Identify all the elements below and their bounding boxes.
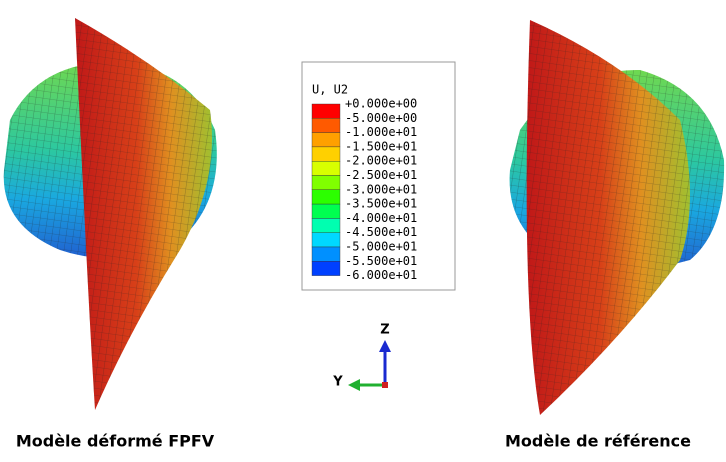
legend-label: -3.000e+01	[345, 182, 417, 196]
legend-label: -2.000e+01	[345, 154, 417, 168]
caption-right: Modèle de référence	[505, 432, 691, 451]
axis-triad: Z Y	[332, 323, 391, 391]
legend-label: -3.500e+01	[345, 197, 417, 211]
legend-band	[311, 132, 341, 148]
right-model	[509, 20, 725, 415]
axis-y-label: Y	[332, 375, 343, 390]
legend-scale: +0.000e+00-5.000e+00-1.000e+01-1.500e+01…	[311, 97, 417, 282]
legend-band	[311, 246, 341, 262]
legend-label: -1.000e+01	[345, 125, 417, 139]
legend-title: U, U2	[312, 83, 348, 97]
legend-band	[311, 146, 341, 162]
legend-label: +0.000e+00	[345, 97, 417, 111]
legend-label: -5.500e+01	[345, 254, 417, 268]
legend-band	[311, 218, 341, 233]
legend-band	[311, 118, 341, 133]
legend-band	[311, 203, 341, 219]
legend-label: -4.500e+01	[345, 225, 417, 239]
legend-label: -5.000e+00	[345, 111, 417, 125]
legend-band	[311, 232, 341, 248]
legend-band	[311, 103, 341, 119]
legend-label: -2.500e+01	[345, 168, 417, 182]
left-model	[3, 18, 217, 410]
legend-label: -6.000e+01	[345, 268, 417, 282]
legend-label: -1.500e+01	[345, 139, 417, 153]
legend-band	[311, 261, 341, 276]
legend-label: -5.000e+01	[345, 240, 417, 254]
axis-z-label: Z	[380, 323, 389, 338]
legend-band	[311, 189, 341, 205]
legend-label: -4.000e+01	[345, 211, 417, 225]
legend-band	[311, 160, 341, 176]
caption-left: Modèle déformé FPFV	[16, 432, 215, 451]
legend-band	[311, 175, 341, 191]
